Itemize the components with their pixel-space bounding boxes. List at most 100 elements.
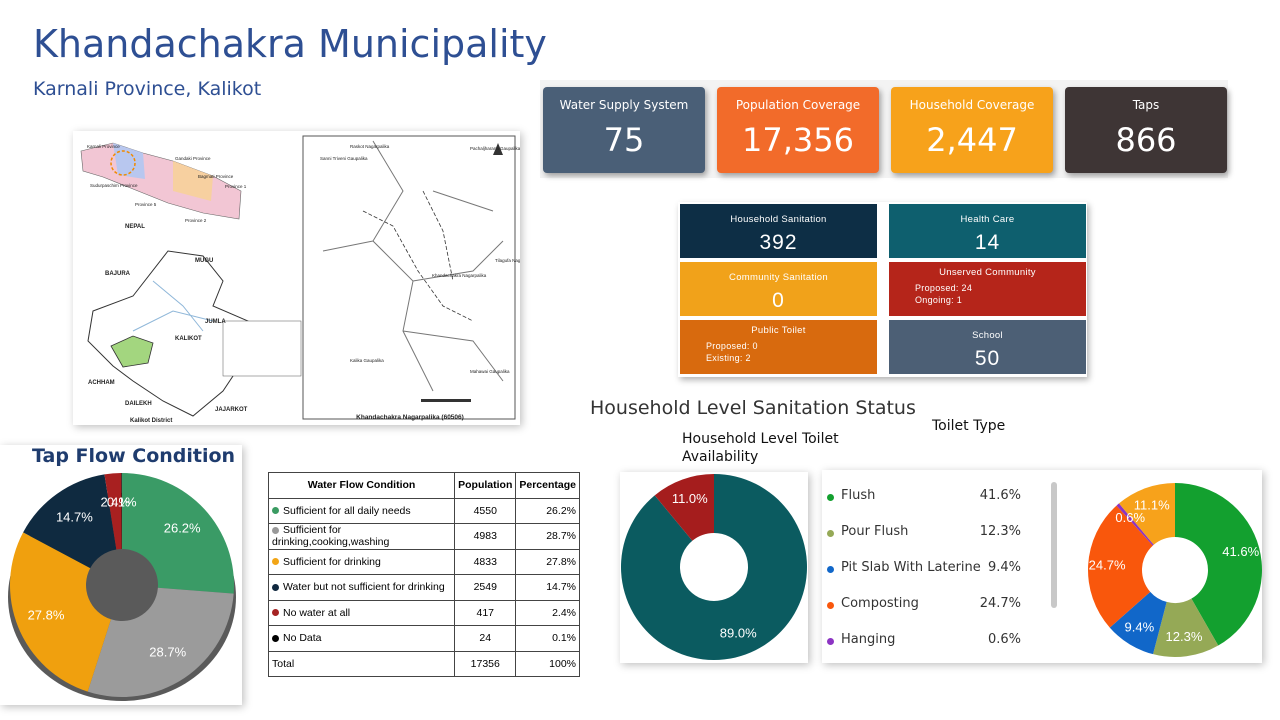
boundaries — [322, 140, 504, 392]
page-title: Khandachakra Municipality — [33, 22, 547, 66]
table-row: Sufficient for all daily needs 4550 26.2% — [267, 497, 580, 524]
table-cell: 100% — [515, 650, 580, 677]
sanitation-detail: Ongoing: 1 — [915, 295, 963, 305]
table-cell: 2549 — [454, 574, 517, 601]
map-label: MUGU — [195, 258, 213, 264]
scale-bar — [421, 399, 471, 402]
north-arrow — [493, 143, 503, 155]
sanitation-value: 0 — [772, 289, 785, 312]
legend-label: Pit Slab With Laterine — [841, 560, 981, 575]
cell-text: 4833 — [473, 555, 497, 568]
data-label: 14.7% — [56, 510, 93, 525]
kpi-value: 866 — [1115, 121, 1177, 159]
sanitation-card: Household Sanitation 392 — [680, 204, 877, 258]
cell-text: 4550 — [473, 504, 497, 517]
map-label: Kalikot District — [130, 418, 172, 424]
scrollbar — [1051, 482, 1057, 608]
map-label: KALIKOT — [175, 336, 202, 342]
legend-value: 9.4% — [987, 560, 1021, 575]
sanitation-card: Unserved Community Proposed: 24 Ongoing: 1 — [889, 262, 1086, 316]
sanitation-label: Community Sanitation — [729, 272, 828, 283]
bullet — [272, 558, 279, 566]
table-row: Total 17356 100% — [267, 650, 580, 677]
sanitation-card: School 50 — [889, 320, 1086, 374]
kpi-value: 75 — [603, 121, 645, 159]
cell-text: 24 — [479, 632, 492, 645]
municipality-highlight — [110, 335, 154, 368]
pie-slice — [87, 587, 234, 697]
pie-slice — [1118, 483, 1175, 545]
legend-value: 0.6% — [987, 632, 1021, 647]
cell-text: Sufficient for drinking,cooking,washing — [272, 524, 390, 549]
chart-title: Toilet Type — [930, 418, 1008, 434]
kpi-value: 17,356 — [742, 121, 854, 159]
cell-text: Sufficient for all daily needs — [283, 504, 411, 517]
legend-label: Composting — [841, 596, 919, 611]
map-label: Kalika Gaupalika — [350, 358, 384, 363]
map: NEPAL MUGU BAJURA JUMLA KALIKOT ACHHAM DAILEKH… — [75, 135, 537, 424]
cell-text: 26.2% — [546, 504, 576, 517]
pie-slice — [1116, 503, 1154, 546]
pie-slice — [1175, 483, 1262, 646]
table-row: Water but not sufficient for drinking 254… — [267, 574, 580, 601]
data-label: 28.7% — [149, 645, 186, 660]
table-cell: No Data — [267, 625, 456, 652]
cell-text: 417 — [476, 606, 495, 619]
toilet-type-chart: 41.6% 12.3% 9.4% 24.7% 0.6%11.1% — [1088, 483, 1262, 657]
bullet — [272, 507, 279, 515]
data-label: 11.0% — [672, 491, 708, 506]
pie-slice — [10, 532, 111, 692]
map-label: BAJURA — [105, 271, 131, 277]
data-label: 24.7% — [1089, 558, 1126, 573]
pie-slice — [621, 474, 807, 660]
table-cell: 2.4% — [515, 599, 580, 626]
chart-title: Tap Flow Condition — [32, 445, 236, 467]
map-label: JUMLA — [205, 319, 226, 325]
legend-label: Hanging — [841, 632, 896, 647]
data-label: 41.6% — [1222, 544, 1259, 559]
map-label: Bagmati Province — [198, 174, 234, 179]
map-label: NEPAL — [125, 224, 145, 230]
table-cell: No water at all — [267, 599, 456, 626]
map-label: Province 1 — [225, 184, 247, 189]
kpi-card: Taps 866 — [1065, 87, 1227, 173]
cell-text: 28.7% — [546, 530, 576, 543]
table-cell: 0.1% — [515, 625, 580, 652]
roads — [362, 190, 474, 322]
toilet-availability-chart: 89.0% 11.0% — [621, 474, 807, 660]
map-label: Tilagufa Nagarpalika — [495, 258, 520, 263]
toilet-availability-card: 89.0% 11.0% — [620, 472, 808, 663]
table-cell: Water but not sufficient for drinking — [267, 574, 456, 601]
sanitation-value: 392 — [759, 231, 798, 254]
pie-slice — [1153, 598, 1219, 657]
map-label: Karnali Province — [87, 144, 120, 149]
legend-swatch — [827, 494, 834, 501]
table-cell: 27.8% — [515, 548, 580, 575]
kpi-card: Household Coverage 2,447 — [891, 87, 1053, 173]
toilet-type-card: Flush 41.6% Pour Flush 12.3% Pit Slab With L… — [822, 470, 1262, 663]
kpi-label: Taps — [1132, 98, 1160, 112]
cell-text: 17356 — [470, 657, 500, 670]
inset-highlight — [110, 150, 136, 176]
cell-text: Sufficient for drinking — [283, 555, 381, 568]
table-cell: Sufficient for drinking,cooking,washing — [267, 523, 456, 550]
map-label: Khandachakra Nagarpalika — [432, 273, 487, 278]
legend-value: 41.6% — [979, 488, 1021, 503]
column-header: Water Flow Condition — [267, 472, 456, 499]
data-label: 27.8% — [28, 607, 65, 622]
bullet — [272, 583, 279, 591]
legend-label: Flush — [841, 488, 876, 503]
pie-slice — [1109, 591, 1167, 655]
pie-slice — [654, 474, 714, 541]
pie-slice — [122, 473, 234, 594]
legend-value: 24.7% — [979, 596, 1021, 611]
sanitation-label: School — [972, 330, 1003, 341]
cell-text: No water at all — [283, 606, 351, 619]
water-flow-table: Water Flow Condition Population Percentage… — [267, 472, 580, 677]
cell-text: 4983 — [473, 530, 497, 543]
map-card: NEPAL MUGU BAJURA JUMLA KALIKOT ACHHAM DAILEKH… — [73, 131, 537, 425]
cell-text: 14.7% — [546, 581, 576, 594]
table-cell: Total — [267, 650, 456, 677]
map-label: Khandachakra Nagarpalika (60506) — [356, 414, 464, 421]
